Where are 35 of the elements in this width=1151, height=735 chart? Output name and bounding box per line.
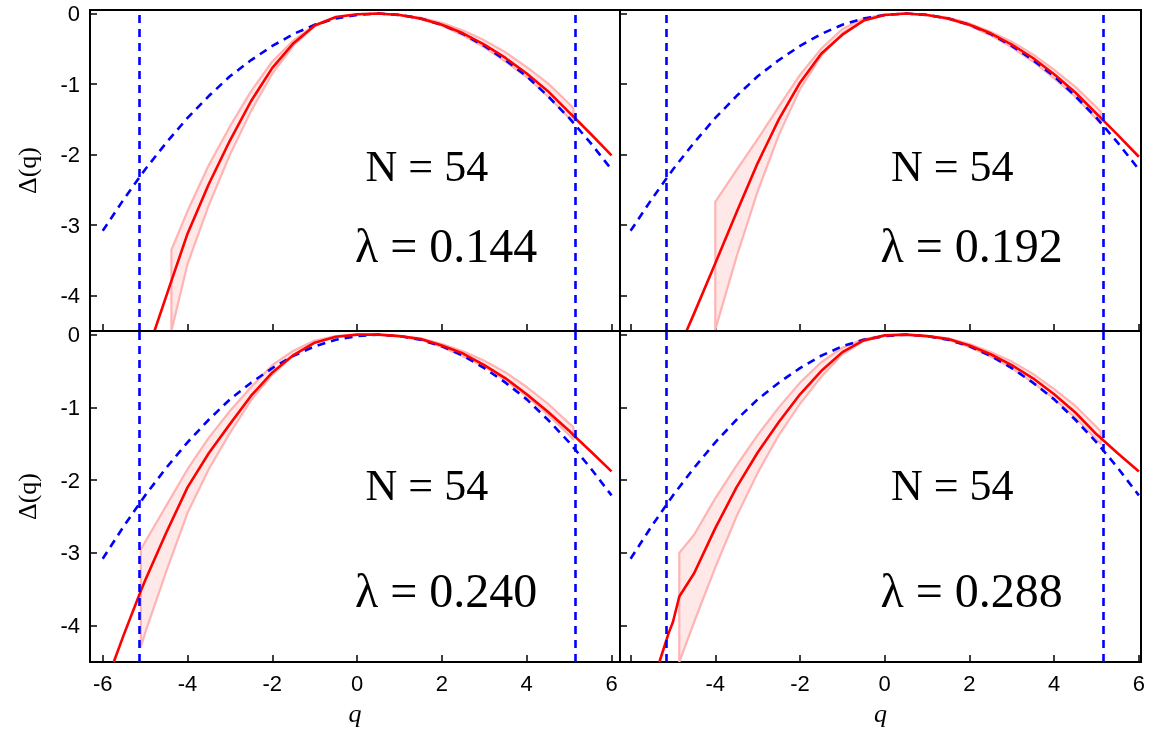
y-tick-label: -4 (60, 283, 80, 309)
annotation: N = 54 (890, 460, 1014, 510)
annotation: N = 54 (365, 460, 489, 510)
annotation: λ = 0.192 (880, 219, 1063, 273)
y-tick-label: -1 (60, 394, 80, 420)
x-axis-title: q (874, 698, 887, 728)
x-tick-label: 2 (435, 670, 449, 696)
x-tick-label: -6 (92, 670, 113, 696)
y-axis-title: Δ(q) (12, 472, 42, 521)
x-tick-label: 0 (878, 670, 891, 696)
x-tick-label: 6 (1132, 670, 1146, 696)
x-tick-label: 2 (963, 670, 976, 696)
annotation: N = 54 (365, 142, 489, 192)
y-tick-label: -3 (60, 540, 80, 566)
y-tick-label: -4 (60, 613, 80, 639)
annotation: λ = 0.240 (355, 563, 538, 617)
annotation: λ = 0.288 (880, 563, 1063, 617)
x-axis-title: q (348, 698, 362, 728)
y-tick-label: 0 (67, 322, 80, 348)
x-tick-label: -4 (177, 670, 198, 696)
x-tick-label: 4 (520, 670, 533, 696)
annotation: λ = 0.144 (355, 219, 538, 273)
x-tick-label: 4 (1048, 670, 1061, 696)
x-tick-label: -2 (790, 670, 810, 696)
y-axis-title: Δ(q) (12, 146, 42, 195)
x-tick-label: -4 (705, 670, 726, 696)
x-tick-label: 6 (605, 670, 618, 696)
y-tick-label: -3 (60, 212, 80, 238)
y-tick-label: 0 (67, 1, 80, 27)
y-tick-label: -2 (60, 467, 80, 493)
annotation: N = 54 (890, 142, 1014, 192)
y-tick-label: -2 (60, 142, 80, 168)
y-tick-label: -1 (60, 71, 80, 97)
x-tick-label: 0 (350, 670, 364, 696)
x-tick-label: -2 (262, 670, 283, 696)
